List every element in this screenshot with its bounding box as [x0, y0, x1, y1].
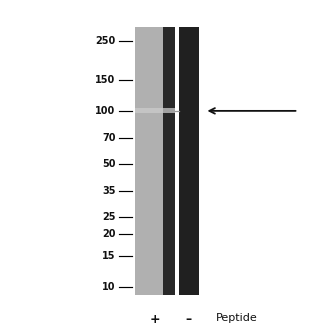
Text: 100: 100: [95, 106, 116, 116]
Text: 150: 150: [95, 75, 116, 85]
Bar: [162, 27, 175, 295]
Text: 20: 20: [102, 229, 116, 239]
Text: –: –: [186, 313, 192, 326]
Bar: [135, 27, 162, 295]
Text: Peptide: Peptide: [216, 313, 258, 323]
Bar: [179, 27, 199, 295]
Text: 10: 10: [102, 282, 116, 292]
Bar: [135, 108, 175, 114]
Text: 25: 25: [102, 212, 116, 222]
Text: 70: 70: [102, 133, 116, 143]
Text: 50: 50: [102, 159, 116, 169]
Text: 35: 35: [102, 186, 116, 196]
Text: 15: 15: [102, 251, 116, 261]
Text: +: +: [150, 313, 160, 326]
Text: 250: 250: [95, 36, 116, 46]
